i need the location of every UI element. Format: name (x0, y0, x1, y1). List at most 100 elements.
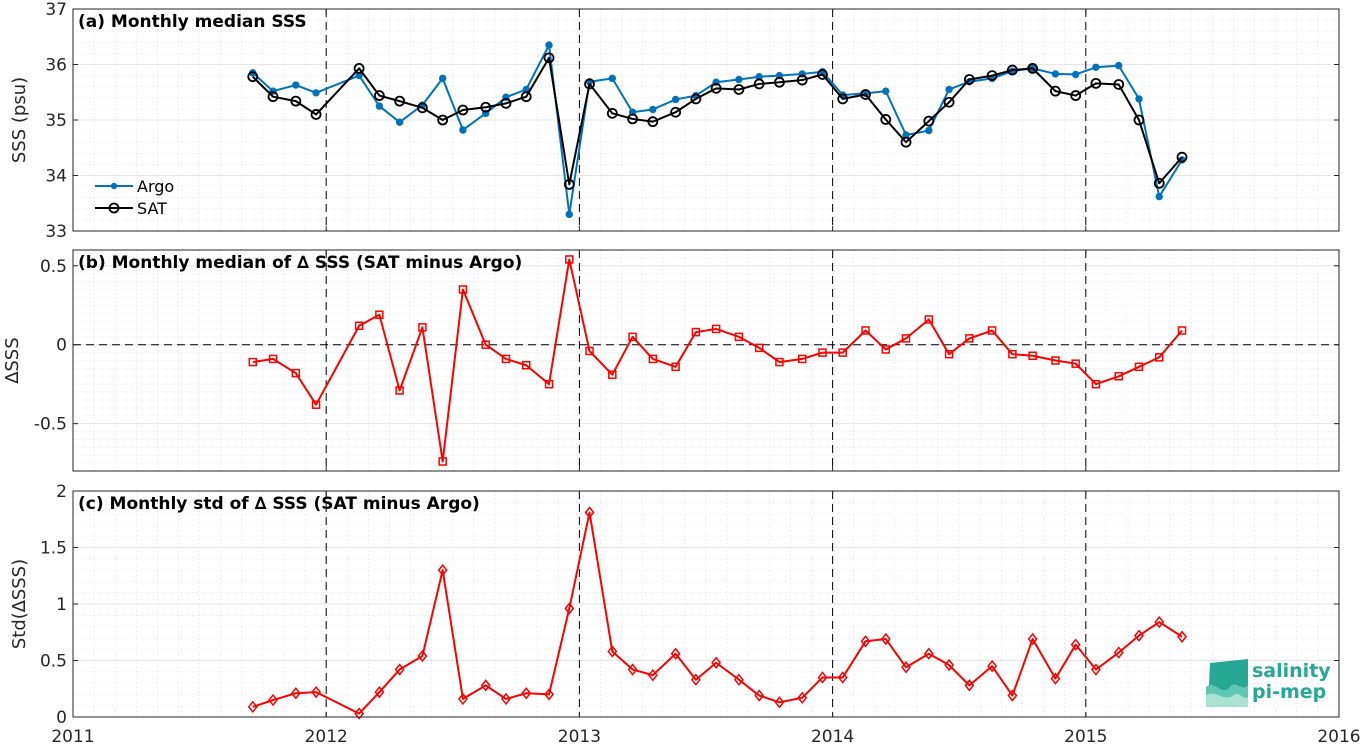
x-tick-label: 2014 (811, 727, 854, 745)
data-point (1177, 326, 1187, 335)
data-point (690, 673, 701, 686)
data-point (395, 118, 404, 126)
data-point (290, 95, 302, 107)
data-point (375, 310, 384, 319)
data-point (754, 343, 764, 353)
data-point (733, 673, 744, 686)
data-point (354, 707, 365, 720)
data-point (1071, 359, 1080, 368)
data-point (374, 685, 385, 699)
data-point (1134, 362, 1144, 372)
data-point (417, 102, 428, 114)
data-point (963, 74, 975, 85)
y-tick-label: 0 (56, 708, 67, 728)
panel-title: (a) Monthly median SSS (78, 12, 307, 32)
data-point (608, 370, 617, 379)
data-point (964, 679, 975, 692)
data-point (418, 323, 427, 332)
data-point (710, 82, 722, 94)
data-point (458, 285, 468, 294)
x-tick-label: 2015 (1064, 727, 1107, 745)
data-point (628, 332, 637, 342)
data-point (373, 90, 385, 101)
data-point (711, 656, 722, 669)
data-point (481, 340, 490, 349)
data-point (563, 178, 575, 190)
data-point (775, 357, 784, 367)
data-point (290, 687, 301, 700)
data-point (945, 85, 953, 94)
data-point (796, 74, 808, 86)
data-point (311, 685, 322, 699)
data-point (1090, 77, 1102, 89)
data-point (521, 360, 531, 370)
data-point (584, 78, 595, 90)
data-point (268, 354, 278, 364)
data-point (267, 91, 279, 103)
data-point (1006, 64, 1018, 76)
data-point (647, 116, 659, 128)
data-point (924, 315, 934, 324)
data-point (1090, 663, 1101, 676)
data-point (817, 671, 828, 684)
data-point (818, 348, 827, 357)
data-point (438, 74, 447, 83)
data-point (1070, 638, 1081, 651)
x-tick-label: 2011 (51, 727, 94, 745)
data-point (754, 689, 765, 702)
data-point (501, 354, 511, 364)
data-point (837, 671, 848, 684)
data-point (565, 210, 573, 219)
data-point (1007, 689, 1018, 702)
data-point (353, 62, 365, 74)
y-tick-label: 36 (45, 56, 67, 76)
legend-marker (110, 182, 118, 190)
data-point (1091, 379, 1101, 389)
y-axis-label: Std(∆SSS) (9, 559, 30, 649)
data-point (291, 368, 301, 378)
data-point (943, 96, 955, 108)
data-point (1071, 70, 1080, 79)
data-point (837, 93, 849, 105)
data-point (1070, 90, 1082, 101)
salinity-pi-mep-logo: salinity pi-mep (1206, 659, 1331, 707)
y-tick-label: 34 (45, 167, 67, 187)
legend: Argo SAT (95, 177, 174, 218)
data-point (861, 326, 870, 335)
data-point (437, 114, 449, 126)
data-point (545, 41, 553, 49)
data-point (671, 362, 680, 372)
data-point (647, 668, 658, 682)
x-tick-label: 2013 (558, 727, 601, 745)
panel-b: -0.5 0 0.5 (b) Monthly median of ∆ SSS (SAT… (2, 249, 1340, 472)
axes-frame (72, 490, 1340, 718)
data-point (711, 324, 721, 334)
data-point (1154, 353, 1164, 362)
data-point (500, 97, 512, 109)
data-point (671, 95, 680, 104)
x-tick-label: 2012 (305, 727, 348, 745)
data-point (1008, 349, 1017, 359)
data-point (457, 104, 469, 116)
data-point (944, 349, 954, 359)
x-tick-label: 2016 (1317, 727, 1360, 745)
data-point (923, 647, 934, 660)
series-line (252, 511, 1183, 715)
y-tick-label: 33 (45, 222, 67, 242)
y-tick-label: 37 (45, 0, 67, 20)
data-point (311, 400, 321, 409)
data-point (1153, 177, 1165, 189)
y-tick-label: 35 (45, 111, 67, 131)
data-point (690, 93, 702, 105)
data-point (480, 101, 492, 113)
data-point (1050, 85, 1061, 97)
data-point (627, 113, 638, 125)
data-point (860, 89, 871, 100)
data-point (691, 327, 701, 337)
data-point (608, 74, 617, 83)
data-point (900, 136, 912, 148)
data-point (247, 700, 258, 714)
data-point (438, 457, 447, 466)
data-point (544, 379, 554, 389)
